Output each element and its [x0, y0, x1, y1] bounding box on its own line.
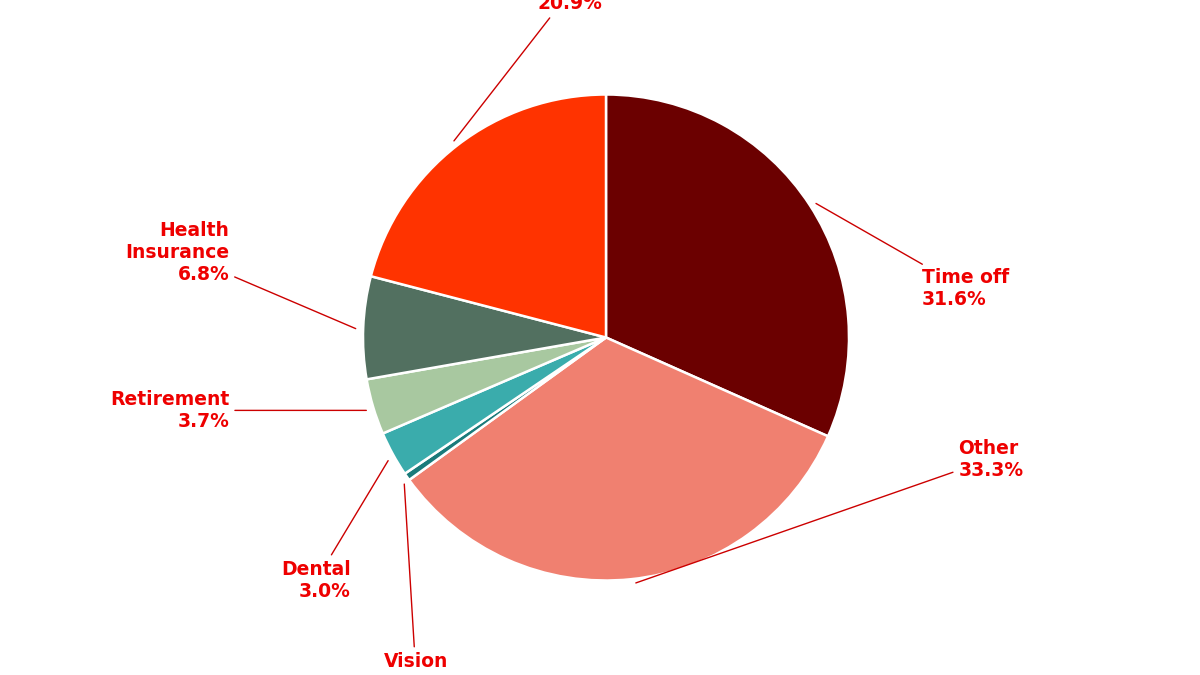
- Wedge shape: [606, 95, 848, 436]
- Wedge shape: [367, 338, 606, 433]
- Text: Time off
31.6%: Time off 31.6%: [816, 203, 1009, 309]
- Wedge shape: [364, 276, 606, 379]
- Text: Health
Insurance
6.8%: Health Insurance 6.8%: [125, 221, 355, 329]
- Text: Retirement
3.7%: Retirement 3.7%: [110, 390, 366, 431]
- Wedge shape: [371, 95, 606, 338]
- Text: Vision
0.5%: Vision 0.5%: [384, 484, 448, 675]
- Text: Dental
3.0%: Dental 3.0%: [281, 460, 388, 601]
- Wedge shape: [383, 338, 606, 474]
- Wedge shape: [409, 338, 828, 580]
- Wedge shape: [404, 338, 606, 480]
- Text: Emergency
20.9%: Emergency 20.9%: [454, 0, 629, 141]
- Text: Other
33.3%: Other 33.3%: [636, 439, 1024, 583]
